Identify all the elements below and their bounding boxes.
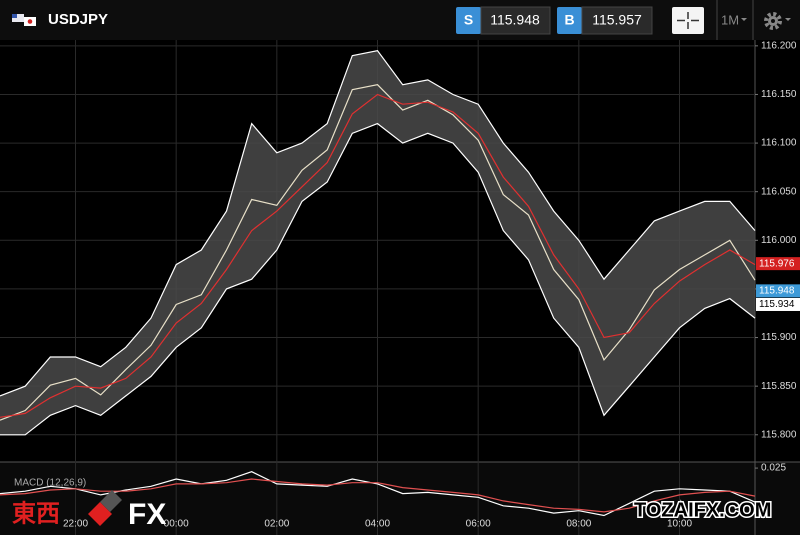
indicator-label: MACD (12,26,9) — [14, 478, 86, 489]
x-tick-label: 10:00 — [667, 519, 692, 530]
plot-area: 115.800115.850115.900115.950116.000116.0… — [0, 40, 800, 535]
buy-price-box[interactable] — [581, 6, 653, 35]
x-tick-label: 02:00 — [264, 519, 289, 530]
x-tick-label: 22:00 — [63, 519, 88, 530]
x-tick-label: 08:00 — [566, 519, 591, 530]
flag-jp-sun — [27, 19, 33, 24]
price-tag-label: 115.976 — [759, 258, 795, 269]
settings-button[interactable] — [764, 12, 791, 30]
price-tag-label: 115.934 — [759, 299, 795, 310]
header-bar — [0, 0, 800, 40]
series-line — [0, 478, 756, 513]
y-tick-label: 116.200 — [761, 40, 797, 51]
symbol: USDJPY — [48, 11, 108, 28]
sell-price: 115.948 — [490, 12, 540, 28]
series-line — [0, 84, 756, 421]
settings-caret — [785, 18, 791, 21]
price-tag — [756, 257, 800, 271]
crosshair-icon — [677, 12, 699, 29]
x-tick-label: 06:00 — [466, 519, 491, 530]
sell-price-box[interactable] — [480, 6, 551, 35]
series-line — [0, 471, 756, 517]
flag-us — [12, 14, 24, 22]
series-line — [0, 93, 756, 418]
y-tick-label: 116.000 — [761, 235, 797, 246]
logo-fx: FX — [128, 498, 166, 531]
sell-label: S — [464, 12, 473, 28]
price-tag — [756, 284, 800, 298]
flag-us-canton — [12, 14, 17, 18]
site-watermark: TOZAIFX.COM — [634, 499, 771, 521]
price-tag-label: 115.948 — [759, 286, 795, 297]
buy-label: B — [564, 12, 574, 28]
timeframe-caret — [741, 18, 747, 21]
flags — [12, 14, 36, 26]
timeframe[interactable]: 1M — [721, 12, 739, 27]
x-tick-label: 00:00 — [164, 519, 189, 530]
y-tick-label: 116.150 — [761, 89, 797, 100]
y-tick-label: 115.800 — [761, 429, 797, 440]
buy-price: 115.957 — [592, 12, 642, 28]
gear-teeth — [764, 12, 782, 30]
y-tick-label: 0.025 — [761, 463, 786, 474]
y-tick-label: 115.900 — [761, 332, 797, 343]
series-line — [0, 122, 756, 436]
logo-cjk: 東西 — [12, 500, 60, 527]
x-tick-label: 04:00 — [365, 519, 390, 530]
y-tick-label: 116.050 — [761, 186, 797, 197]
buy-button[interactable] — [557, 7, 582, 34]
crosshair-button[interactable] — [672, 7, 704, 34]
band-fill — [0, 50, 755, 435]
series-line — [0, 50, 756, 397]
y-tick-label: 115.850 — [761, 381, 797, 392]
sell-button[interactable] — [456, 7, 481, 34]
gear-hole — [771, 19, 775, 23]
y-tick-label: 116.100 — [761, 138, 797, 149]
logo-diamond-gray — [100, 490, 122, 512]
price-tag — [756, 297, 800, 311]
